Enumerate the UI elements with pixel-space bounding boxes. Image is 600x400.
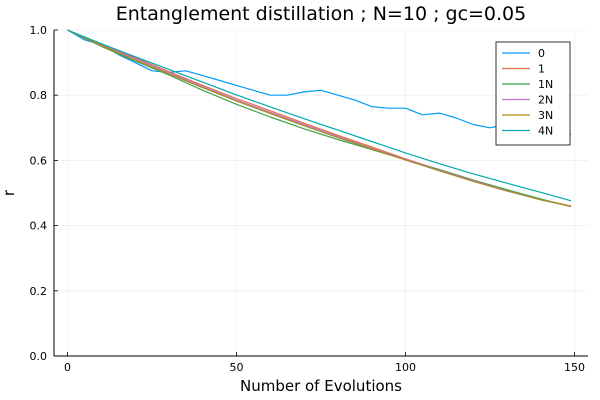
series-group <box>67 29 572 208</box>
axes: 0 50 100 150 0.0 0.2 0.4 0.6 0.8 1.0 <box>30 24 588 374</box>
legend-label: 2N <box>538 94 553 107</box>
grid <box>54 29 588 357</box>
legend-label: 3N <box>538 109 553 122</box>
legend: 0 1 1N 2N 3N 4N <box>495 41 571 146</box>
series-line-0 <box>67 29 572 135</box>
y-tick-label: 0.8 <box>30 89 48 102</box>
x-tick-label: 150 <box>564 361 585 374</box>
series-line-1N <box>67 29 572 208</box>
x-tick-label: 0 <box>64 361 71 374</box>
x-axis-label: Number of Evolutions <box>240 377 402 395</box>
y-tick-label: 0.2 <box>30 285 48 298</box>
y-tick-label: 0.4 <box>30 220 48 233</box>
legend-label: 1 <box>538 63 545 76</box>
chart-title: Entanglement distillation ; N=10 ; gc=0.… <box>116 3 527 25</box>
x-tick-label: 100 <box>395 361 416 374</box>
x-tick-label: 50 <box>230 361 244 374</box>
y-tick-label: 0.0 <box>30 350 48 363</box>
y-tick-label: 1.0 <box>30 24 48 37</box>
y-tick-label: 0.6 <box>30 154 48 167</box>
legend-label: 4N <box>538 125 553 138</box>
legend-label: 0 <box>538 47 545 60</box>
legend-box <box>495 41 571 146</box>
legend-label: 1N <box>538 78 553 91</box>
y-axis-label: r <box>0 189 18 196</box>
series-line-3N <box>67 29 572 207</box>
series-line-4N <box>67 29 572 202</box>
